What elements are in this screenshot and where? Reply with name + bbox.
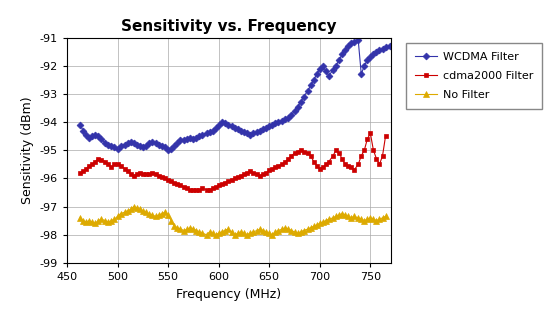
cdma2000 Filter	[102, 160, 109, 163]
cdma2000 Filter	[77, 171, 84, 175]
No Filter	[254, 228, 261, 232]
cdma2000 Filter	[367, 131, 374, 135]
WCDMA Filter	[148, 140, 155, 144]
WCDMA Filter	[355, 38, 362, 42]
WCDMA Filter	[158, 144, 165, 148]
Title: Sensitivity vs. Frequency: Sensitivity vs. Frequency	[121, 18, 336, 33]
WCDMA Filter	[244, 131, 251, 135]
Line: No Filter: No Filter	[78, 204, 388, 238]
X-axis label: Frequency (MHz): Frequency (MHz)	[176, 288, 281, 300]
WCDMA Filter	[234, 127, 241, 131]
No Filter	[77, 216, 84, 220]
WCDMA Filter	[77, 123, 84, 127]
cdma2000 Filter	[95, 157, 102, 161]
No Filter	[203, 233, 210, 237]
No Filter	[382, 214, 389, 218]
WCDMA Filter	[174, 141, 181, 145]
WCDMA Filter	[386, 44, 393, 48]
Line: WCDMA Filter: WCDMA Filter	[78, 38, 392, 153]
No Filter	[131, 205, 137, 208]
No Filter	[102, 219, 109, 223]
No Filter	[316, 222, 323, 225]
WCDMA Filter	[323, 69, 329, 73]
cdma2000 Filter	[314, 164, 320, 167]
cdma2000 Filter	[272, 165, 278, 169]
Line: cdma2000 Filter: cdma2000 Filter	[78, 131, 388, 192]
Legend: WCDMA Filter, cdma2000 Filter, No Filter: WCDMA Filter, cdma2000 Filter, No Filter	[406, 43, 542, 109]
Y-axis label: Sensitivity (dBm): Sensitivity (dBm)	[21, 96, 34, 204]
WCDMA Filter	[165, 148, 171, 152]
No Filter	[95, 219, 102, 223]
cdma2000 Filter	[382, 134, 389, 138]
cdma2000 Filter	[187, 188, 194, 192]
No Filter	[275, 228, 282, 232]
cdma2000 Filter	[249, 171, 256, 175]
No Filter	[228, 230, 235, 234]
cdma2000 Filter	[224, 179, 231, 183]
